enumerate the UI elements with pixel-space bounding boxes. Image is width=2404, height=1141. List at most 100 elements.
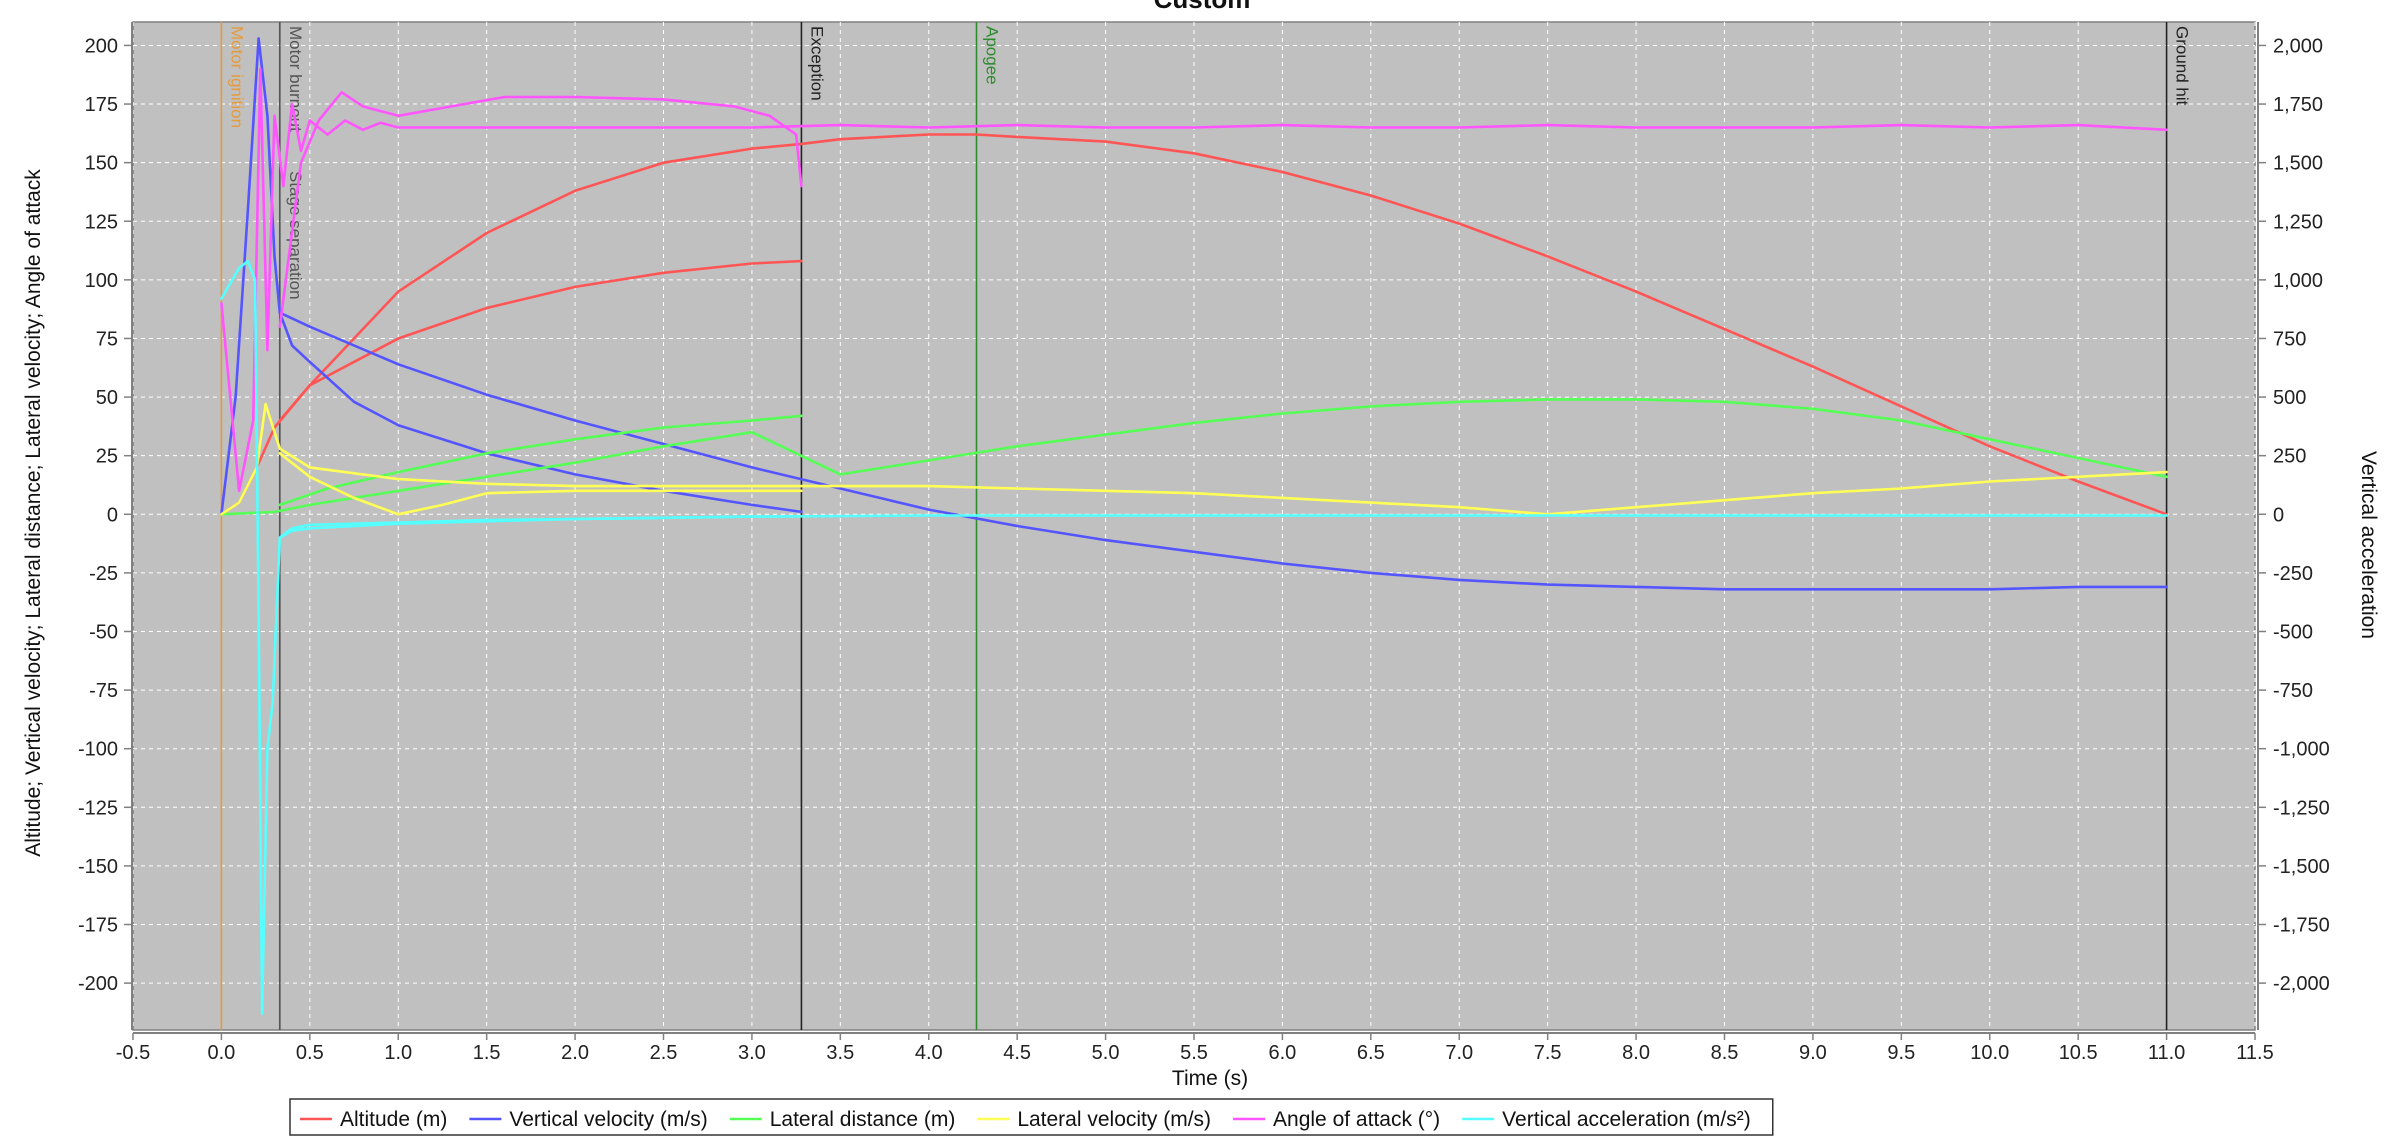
legend-label: Vertical acceleration (m/s²) — [1502, 1108, 1751, 1131]
x-tick-label: 7.0 — [1445, 1042, 1473, 1064]
grid — [131, 22, 2259, 1034]
right-y-axis-ticks: 2,000 1,750 1,500 1,250 1,000 750 500 250 0 -250 -… — [2258, 35, 2330, 995]
left-y-tick-label: 200 — [85, 35, 118, 57]
x-axis-ticks: -0.5 0.0 0.5 1.0 1.5 2.0 2.5 3.0 3.5 4.0 4.5 5.0 5.5… — [116, 1033, 2274, 1064]
right-y-tick-label: -2,000 — [2273, 973, 2330, 995]
x-tick-label: -0.5 — [116, 1042, 150, 1064]
right-y-tick-label: 2,000 — [2273, 35, 2323, 57]
right-y-tick-label: -1,750 — [2273, 915, 2330, 937]
left-y-tick-label: 0 — [107, 504, 118, 526]
legend: Altitude (m) Vertical velocity (m/s) Later… — [289, 1098, 1774, 1136]
right-y-tick-label: -750 — [2273, 680, 2313, 702]
x-tick-label: 10.5 — [2059, 1042, 2098, 1064]
left-y-tick-label: -200 — [78, 973, 118, 995]
right-y-tick-label: -250 — [2273, 563, 2313, 585]
legend-box — [289, 1098, 1774, 1136]
x-tick-label: 4.5 — [1003, 1042, 1031, 1064]
left-y-axis-title: Altitude; Vertical velocity; Lateral dis… — [22, 169, 45, 857]
series-line — [278, 259, 803, 422]
x-tick-label: 2.5 — [650, 1042, 678, 1064]
legend-item: Angle of attack (°) — [1233, 1108, 1440, 1131]
x-tick-label: 1.5 — [473, 1042, 501, 1064]
event-label: Exception — [807, 26, 826, 101]
right-y-tick-label: -1,500 — [2273, 856, 2330, 878]
x-tick-label: 3.5 — [826, 1042, 854, 1064]
right-y-tick-label: 1,000 — [2273, 270, 2323, 292]
legend-label: Lateral distance (m) — [770, 1108, 956, 1131]
right-y-tick-label: -1,250 — [2273, 797, 2330, 819]
left-y-tick-label: -125 — [78, 797, 118, 819]
event-markers: Motor ignition Motor burnout Stage separat… — [220, 22, 2192, 1030]
chart-title: Custom — [1154, 0, 1251, 14]
right-y-tick-label: 1,500 — [2273, 153, 2323, 175]
right-y-tick-label: 1,250 — [2273, 211, 2323, 233]
left-y-tick-label: -75 — [89, 680, 118, 702]
event-label: Apogee — [982, 26, 1001, 85]
series-line — [220, 133, 2168, 516]
x-tick-label: 11.5 — [2236, 1042, 2273, 1064]
right-y-tick-label: 500 — [2273, 387, 2306, 409]
event-label: Motor ignition — [227, 26, 246, 128]
left-y-tick-label: 50 — [96, 387, 118, 409]
series-line — [278, 311, 803, 514]
x-tick-label: 0.5 — [296, 1042, 324, 1064]
right-y-tick-label: 250 — [2273, 446, 2306, 468]
series-line — [278, 414, 803, 507]
series-line — [220, 259, 2168, 1015]
right-y-tick-label: -1,000 — [2273, 739, 2330, 761]
x-tick-label: 4.0 — [915, 1042, 943, 1064]
event-label: Stage separation — [286, 171, 305, 300]
left-y-tick-label: -25 — [89, 563, 118, 585]
left-y-tick-label: 150 — [85, 153, 118, 175]
x-tick-label: 7.5 — [1534, 1042, 1562, 1064]
legend-label: Angle of attack (°) — [1273, 1108, 1440, 1131]
right-y-tick-label: 0 — [2273, 504, 2284, 526]
legend-label: Altitude (m) — [340, 1108, 447, 1131]
series-line — [220, 402, 2168, 516]
x-tick-label: 5.0 — [1092, 1042, 1120, 1064]
x-tick-label: 6.5 — [1357, 1042, 1385, 1064]
x-tick-label: 10.0 — [1970, 1042, 2009, 1064]
left-y-tick-label: 75 — [96, 328, 118, 350]
x-tick-label: 2.0 — [561, 1042, 589, 1064]
legend-item: Altitude (m) — [300, 1108, 447, 1131]
x-tick-label: 6.0 — [1269, 1042, 1297, 1064]
series-line — [278, 451, 803, 516]
x-tick-label: 9.5 — [1887, 1042, 1915, 1064]
series-lines — [220, 37, 2168, 1015]
legend-item: Lateral velocity (m/s) — [977, 1108, 1211, 1131]
right-y-axis-title: Vertical acceleration — [2357, 451, 2380, 639]
x-tick-label: 3.0 — [738, 1042, 766, 1064]
left-y-tick-label: 25 — [96, 446, 118, 468]
left-y-tick-label: 175 — [85, 94, 118, 116]
series-line — [278, 91, 803, 329]
right-y-tick-label: -500 — [2273, 621, 2313, 643]
legend-item: Lateral distance (m) — [729, 1108, 956, 1131]
left-y-tick-label: -175 — [78, 915, 118, 937]
x-tick-label: 11.0 — [2148, 1042, 2185, 1064]
x-tick-label: 5.5 — [1180, 1042, 1208, 1064]
left-y-axis-ticks: 200 175 150 125 100 75 50 25 0 -25 -50 -75 -100 -125 -… — [78, 35, 132, 995]
x-tick-label: 0.0 — [208, 1042, 236, 1064]
x-tick-label: 8.0 — [1622, 1042, 1650, 1064]
series-line — [220, 398, 2168, 516]
left-y-tick-label: -150 — [78, 856, 118, 878]
legend-item: Vertical velocity (m/s) — [469, 1108, 708, 1131]
x-axis-title: Time (s) — [1172, 1067, 1248, 1090]
right-y-tick-label: 750 — [2273, 328, 2306, 350]
left-y-tick-label: -100 — [78, 739, 118, 761]
series-line — [220, 67, 2168, 493]
legend-label: Lateral velocity (m/s) — [1017, 1108, 1211, 1131]
left-y-tick-label: 100 — [85, 270, 118, 292]
legend-label: Vertical velocity (m/s) — [509, 1108, 707, 1131]
event-label: Ground hit — [2173, 26, 2192, 106]
x-tick-label: 1.0 — [384, 1042, 412, 1064]
left-y-tick-label: -50 — [89, 621, 118, 643]
legend-item: Vertical acceleration (m/s²) — [1462, 1108, 1751, 1131]
series-line — [278, 514, 803, 540]
x-tick-label: 8.5 — [1711, 1042, 1739, 1064]
x-tick-label: 9.0 — [1799, 1042, 1827, 1064]
left-y-tick-label: 125 — [85, 211, 118, 233]
right-y-tick-label: 1,750 — [2273, 94, 2323, 116]
